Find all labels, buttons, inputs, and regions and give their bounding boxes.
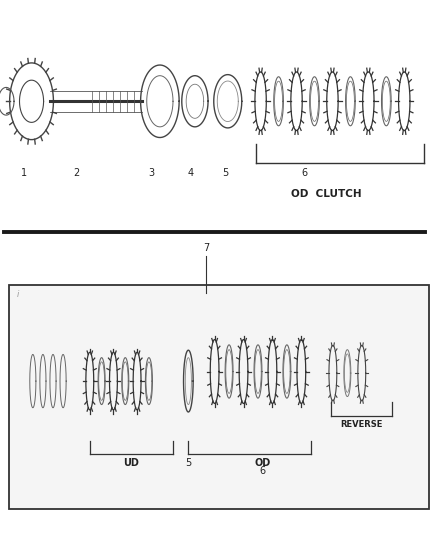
Text: 3: 3 (148, 168, 154, 178)
Text: OD  CLUTCH: OD CLUTCH (291, 189, 362, 199)
Text: OD: OD (254, 458, 271, 469)
Text: REVERSE: REVERSE (340, 420, 382, 429)
Text: 4: 4 (187, 168, 194, 178)
Text: 5: 5 (223, 168, 229, 178)
Text: 7: 7 (203, 243, 209, 253)
Text: 6: 6 (301, 168, 307, 178)
Bar (9, 285, 429, 509)
Text: 1: 1 (21, 168, 27, 178)
Text: UD: UD (124, 458, 139, 469)
Text: 2: 2 (74, 168, 80, 178)
Text: i: i (17, 290, 19, 300)
Text: 5: 5 (185, 458, 191, 469)
Text: 6: 6 (260, 466, 266, 476)
